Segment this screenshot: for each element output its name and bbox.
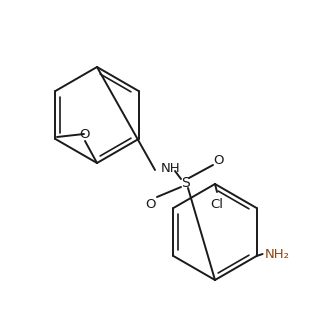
Text: NH: NH bbox=[161, 163, 181, 176]
Text: O: O bbox=[145, 198, 155, 212]
Text: O: O bbox=[79, 128, 89, 141]
Text: Cl: Cl bbox=[211, 198, 224, 211]
Text: O: O bbox=[214, 153, 224, 166]
Text: S: S bbox=[181, 176, 189, 190]
Text: NH₂: NH₂ bbox=[265, 248, 289, 261]
